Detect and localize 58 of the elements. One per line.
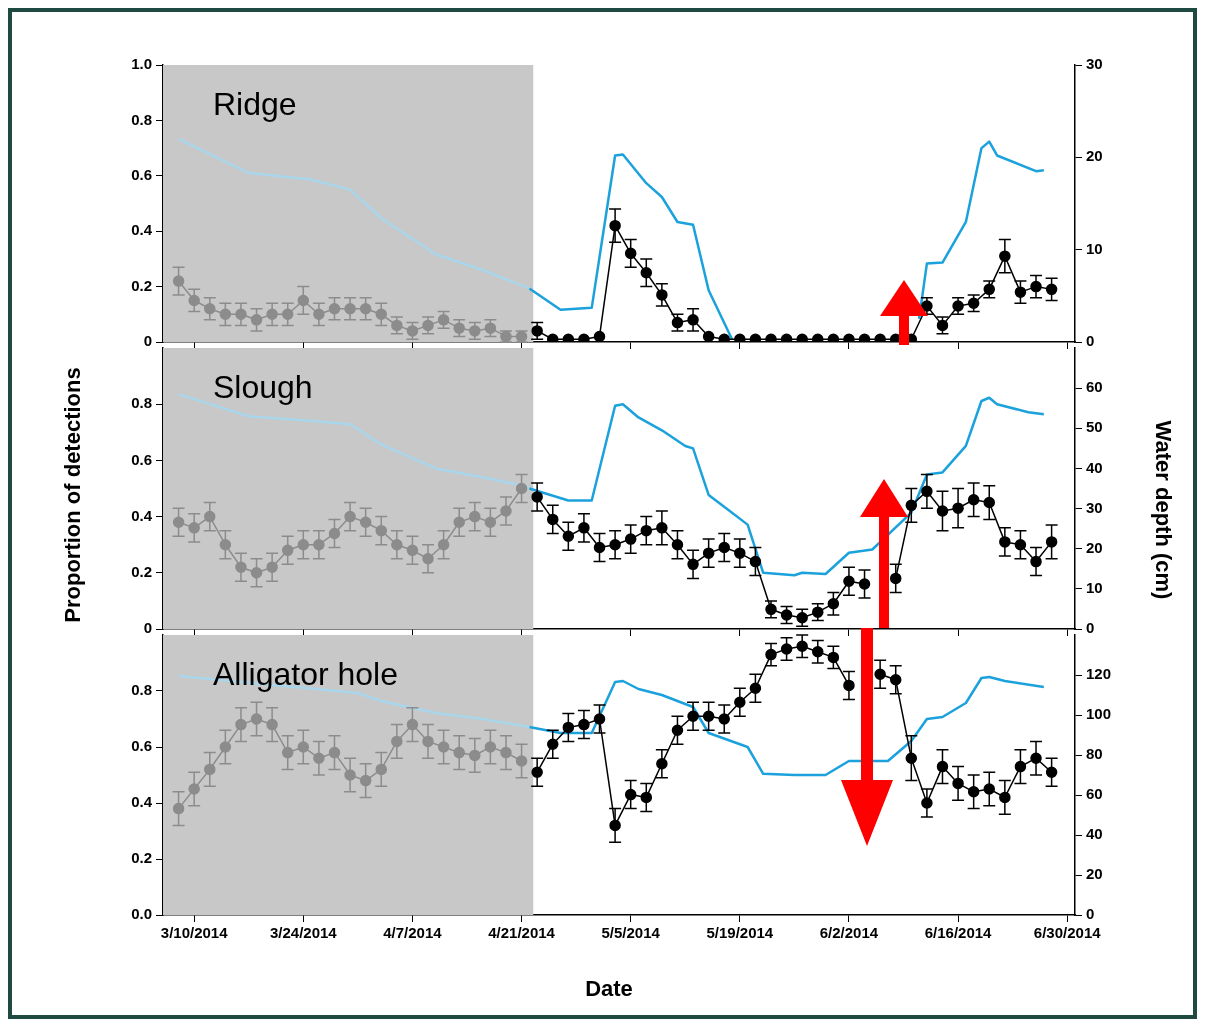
y-tick-label: 1.0 <box>131 55 152 73</box>
y-tick-label: 0.2 <box>131 276 152 294</box>
point <box>983 496 996 509</box>
y-tick-label: 0.2 <box>131 562 152 580</box>
y-tick-label: 0 <box>143 619 152 637</box>
text: Slough <box>213 369 313 405</box>
y2-tick-label: 10 <box>1086 239 1103 257</box>
y-tick-label: 0.4 <box>131 221 153 239</box>
x-tick-label: 5/5/2014 <box>601 924 661 942</box>
point <box>437 741 450 753</box>
y-tick-label: 0.6 <box>131 737 152 755</box>
point <box>780 643 793 655</box>
y2-tick-label: 20 <box>1086 865 1103 883</box>
point <box>593 713 606 725</box>
y-tick-label: 0.6 <box>131 165 152 183</box>
y-tick-label: 0.0 <box>131 905 152 923</box>
x-tick-label: 4/7/2014 <box>383 924 443 942</box>
y2-tick-label: 0 <box>1086 332 1095 350</box>
y2-tick-label: 0 <box>1086 905 1095 923</box>
x-tick-label: 4/21/2014 <box>488 924 556 942</box>
y-tick-label: 0.8 <box>131 394 152 412</box>
y2-tick-label: 20 <box>1086 147 1103 165</box>
y2-tick-label: 50 <box>1086 418 1103 436</box>
x-tick-label: 6/30/2014 <box>1033 924 1102 942</box>
point <box>858 578 871 590</box>
y-tick-label: 0 <box>143 332 152 350</box>
x-tick-label: 3/24/2014 <box>269 924 338 942</box>
y2-tick-label: 30 <box>1086 55 1103 73</box>
y2-tick-label: 30 <box>1086 498 1103 516</box>
y2-tick-label: 0 <box>1086 619 1095 637</box>
text: Ridge <box>213 86 297 122</box>
point <box>515 755 528 767</box>
y-tick-label: 0.8 <box>131 110 152 128</box>
y2-tick-label: 20 <box>1086 538 1103 556</box>
y2-tick-label: 100 <box>1086 705 1112 723</box>
y-axis-title: Proportion of detections <box>60 367 86 623</box>
x-tick-label: 6/2/2014 <box>819 924 879 942</box>
y2-tick-label: 120 <box>1086 665 1112 683</box>
point <box>250 713 263 725</box>
x-tick-label: 5/19/2014 <box>706 924 774 942</box>
y2-tick-label: 10 <box>1086 579 1103 596</box>
point <box>484 741 497 753</box>
y-tick-label: 0.2 <box>131 849 152 867</box>
y2-tick-label: 80 <box>1086 745 1103 763</box>
y-tick-label: 0.4 <box>131 793 153 811</box>
y2-tick-label: 40 <box>1086 458 1103 476</box>
y-tick-label: 0.8 <box>131 681 152 699</box>
text: Alligator hole <box>213 656 398 692</box>
y2-tick-label: 60 <box>1086 785 1103 803</box>
y2-tick-label: 60 <box>1086 378 1103 396</box>
y-tick-label: 0.6 <box>131 450 152 468</box>
point <box>936 505 949 517</box>
x-tick-label: 3/10/2014 <box>160 924 229 942</box>
y2-axis-title: Water depth (cm) <box>1150 420 1176 600</box>
x-axis-title: Date <box>585 976 633 1002</box>
y-tick-label: 0.4 <box>131 506 153 524</box>
x-tick-label: 6/16/2014 <box>924 924 993 942</box>
y2-tick-label: 40 <box>1086 825 1103 843</box>
